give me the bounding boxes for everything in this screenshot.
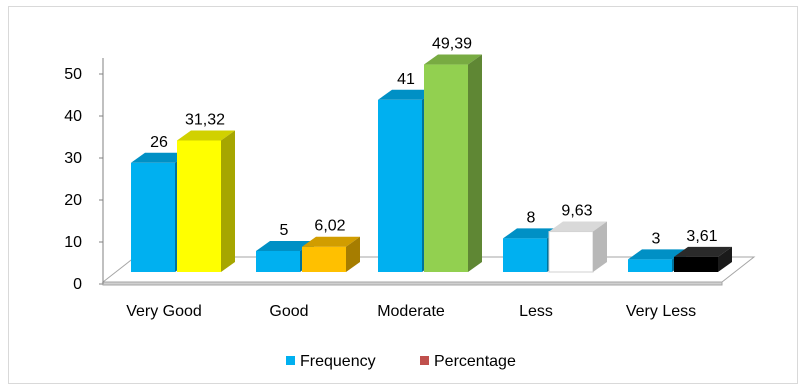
category-label: Less xyxy=(519,303,553,320)
bar-front xyxy=(503,238,547,272)
bar-side xyxy=(593,221,607,272)
bar-percentage-very-good xyxy=(177,130,235,272)
legend-swatch-frequency xyxy=(286,356,295,365)
bar-side xyxy=(468,54,482,273)
data-labels: 26 31,32 5 6,02 41 49,39 8 9,63 3 3,61 xyxy=(150,36,718,248)
bar-top xyxy=(302,236,360,247)
legend: Frequency Percentage xyxy=(286,353,516,370)
category-label: Very Good xyxy=(126,303,202,320)
bar-front xyxy=(131,162,175,272)
y-tick-label: 40 xyxy=(64,108,82,125)
data-label: 3 xyxy=(652,230,661,247)
bar-top xyxy=(177,130,235,141)
bar-front xyxy=(424,64,468,272)
bar-front xyxy=(256,251,300,272)
data-label: 9,63 xyxy=(561,203,592,220)
floor-edge xyxy=(102,281,723,286)
bar-percentage-less xyxy=(548,221,607,273)
bar-top xyxy=(424,54,482,65)
bar-top xyxy=(628,249,686,260)
bar-side xyxy=(221,130,235,272)
data-label: 26 xyxy=(150,134,168,151)
data-label: 5 xyxy=(280,222,289,239)
data-label: 49,39 xyxy=(432,36,472,53)
bar-front xyxy=(302,246,346,272)
bar-front xyxy=(177,140,221,272)
bar-top xyxy=(674,246,732,257)
bar-top xyxy=(549,221,607,232)
bar-percentage-very-less xyxy=(674,246,732,272)
data-label: 6,02 xyxy=(314,218,345,235)
category-label: Very Less xyxy=(626,303,696,320)
bar-top xyxy=(503,228,561,239)
y-tick-label: 10 xyxy=(64,234,82,251)
bar-side xyxy=(346,236,360,272)
legend-label-frequency: Frequency xyxy=(300,353,376,370)
value-axis: 0 10 20 30 40 50 xyxy=(64,58,104,293)
data-label: 41 xyxy=(397,71,415,88)
bar-top xyxy=(256,241,314,251)
bar-top xyxy=(378,89,436,100)
y-tick-label: 20 xyxy=(64,192,82,209)
category-axis: Very Good Good Moderate Less Very Less xyxy=(126,303,696,320)
bar-front xyxy=(674,256,718,272)
category-label: Moderate xyxy=(377,303,445,320)
data-label: 3,61 xyxy=(686,228,717,245)
y-tick-label: 50 xyxy=(64,66,82,83)
bar-side xyxy=(718,246,732,272)
y-tick-label: 30 xyxy=(64,150,82,167)
data-label: 8 xyxy=(527,209,536,226)
bar-front xyxy=(548,231,594,273)
bar-top xyxy=(131,152,189,163)
bar-percentage-good xyxy=(302,236,360,272)
legend-swatch-percentage xyxy=(420,356,429,365)
bar-percentage-moderate xyxy=(424,54,482,273)
bars xyxy=(131,54,732,273)
bar-front xyxy=(378,99,422,272)
legend-label-percentage: Percentage xyxy=(434,353,516,370)
data-label: 31,32 xyxy=(185,111,225,128)
y-tick-label: 0 xyxy=(73,276,82,293)
category-label: Good xyxy=(269,303,308,320)
bar-front xyxy=(628,259,672,272)
